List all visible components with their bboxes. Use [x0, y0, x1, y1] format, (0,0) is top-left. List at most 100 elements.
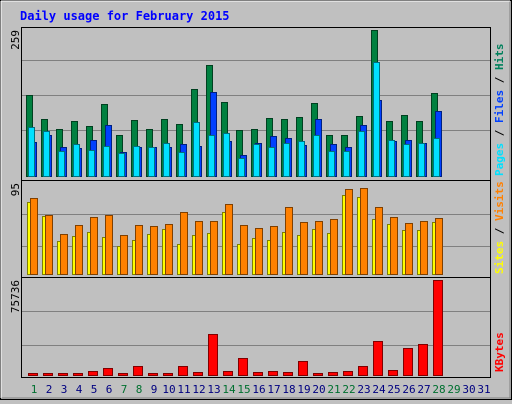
- kbytes-bar: [403, 348, 413, 376]
- pages-bar: [373, 62, 380, 177]
- pages-bar: [358, 131, 365, 177]
- visits-bar: [285, 207, 293, 275]
- x-tick-label: 26: [402, 383, 415, 396]
- visits-bar: [195, 221, 203, 275]
- visits-bar: [180, 212, 188, 275]
- visits-bar: [225, 204, 233, 275]
- pages-bar: [298, 141, 305, 177]
- kbytes-bar: [433, 280, 443, 376]
- legend-hits-files-pages: Pages / Files / Hits: [493, 44, 506, 177]
- visits-bar: [165, 224, 173, 275]
- kbytes-bar: [163, 373, 173, 376]
- legend-separator: /: [493, 70, 506, 90]
- pages-bar: [418, 143, 425, 177]
- panel-visits-max-label: 95: [9, 183, 22, 196]
- x-tick-label: 2: [46, 383, 53, 396]
- x-tick-label: 4: [76, 383, 83, 396]
- x-tick-label: 20: [312, 383, 325, 396]
- visits-bar: [150, 226, 158, 275]
- kbytes-bar: [118, 373, 128, 376]
- x-axis-labels: 1 2 3 4 5 6 7 8 9 10 11 12 13 14 15 16 17 18 19 20 21 22 23 24 2…: [31, 383, 491, 396]
- legend-kbytes-label: KBytes: [493, 332, 506, 372]
- pages-bar: [403, 144, 410, 177]
- visits-bar: [300, 222, 308, 275]
- pages-bar: [223, 133, 230, 177]
- x-tick-label: 27: [417, 383, 430, 396]
- kbytes-bar: [58, 373, 68, 376]
- legend-sites-visits: Sites / Visits: [493, 181, 506, 274]
- pages-bar: [133, 146, 140, 177]
- kbytes-bar: [88, 371, 98, 376]
- visits-bar: [45, 215, 53, 275]
- panel-kbytes-frame: [21, 277, 491, 378]
- pages-bar: [238, 158, 245, 177]
- pages-bar: [283, 143, 290, 177]
- pages-bar: [148, 147, 155, 177]
- x-tick-label: 1: [31, 383, 38, 396]
- x-tick-label: 13: [207, 383, 220, 396]
- visits-bar: [405, 223, 413, 275]
- x-tick-label: 7: [121, 383, 128, 396]
- x-tick-label: 11: [177, 383, 190, 396]
- x-tick-label: 23: [357, 383, 370, 396]
- visits-bar: [60, 234, 68, 275]
- x-tick-label: 9: [151, 383, 158, 396]
- x-tick-label: 10: [162, 383, 175, 396]
- visits-bar: [210, 221, 218, 275]
- kbytes-bar: [283, 372, 293, 376]
- visits-bar: [105, 215, 113, 275]
- kbytes-bar: [103, 368, 113, 376]
- pages-bar: [118, 153, 125, 177]
- x-tick-label: 12: [192, 383, 205, 396]
- kbytes-bar: [133, 366, 143, 376]
- legend-hits: Hits: [493, 44, 506, 71]
- x-tick-label: 22: [342, 383, 355, 396]
- pages-bar: [43, 131, 50, 177]
- x-tick-label: 6: [106, 383, 113, 396]
- chart-title: Daily usage for February 2015: [20, 9, 230, 23]
- visits-bar: [360, 188, 368, 275]
- x-tick-label: 19: [297, 383, 310, 396]
- legend-pages: Pages: [493, 143, 506, 176]
- visits-bar: [30, 198, 38, 275]
- panel-kbytes-max-label: 75736: [9, 280, 22, 313]
- visits-bar: [135, 225, 143, 275]
- legend-visits: Visits: [493, 181, 506, 221]
- kbytes-bar: [43, 373, 53, 376]
- kbytes-bar: [373, 341, 383, 376]
- x-tick-label: 14: [222, 383, 236, 396]
- kbytes-bar: [313, 373, 323, 376]
- pages-bar: [313, 135, 320, 177]
- visits-bar: [375, 207, 383, 275]
- legend-kbytes: KBytes: [493, 332, 506, 372]
- visits-bar: [90, 217, 98, 275]
- pages-bar: [208, 135, 215, 177]
- x-tick-label: 24: [372, 383, 386, 396]
- x-tick-label: 29: [447, 383, 460, 396]
- x-tick-label: 17: [267, 383, 280, 396]
- pages-bar: [163, 143, 170, 177]
- kbytes-bar: [238, 358, 248, 376]
- kbytes-bar: [328, 372, 338, 376]
- pages-bar: [253, 144, 260, 177]
- bars: [26, 30, 443, 376]
- kbytes-bar: [73, 373, 83, 376]
- visits-bar: [435, 218, 443, 275]
- x-tick-label: 31: [477, 383, 490, 396]
- kbytes-bar: [298, 361, 308, 376]
- kbytes-bar: [253, 372, 263, 376]
- pages-bar: [73, 144, 80, 177]
- visits-bar: [390, 217, 398, 275]
- pages-bar: [328, 151, 335, 177]
- visits-bar: [120, 235, 128, 275]
- visits-bar: [270, 226, 278, 275]
- visits-bar: [240, 225, 248, 275]
- visits-bar: [330, 219, 338, 275]
- pages-bar: [343, 151, 350, 177]
- kbytes-bar: [193, 372, 203, 376]
- x-tick-label: 8: [136, 383, 143, 396]
- kbytes-bar: [418, 344, 428, 376]
- visits-bar: [345, 189, 353, 275]
